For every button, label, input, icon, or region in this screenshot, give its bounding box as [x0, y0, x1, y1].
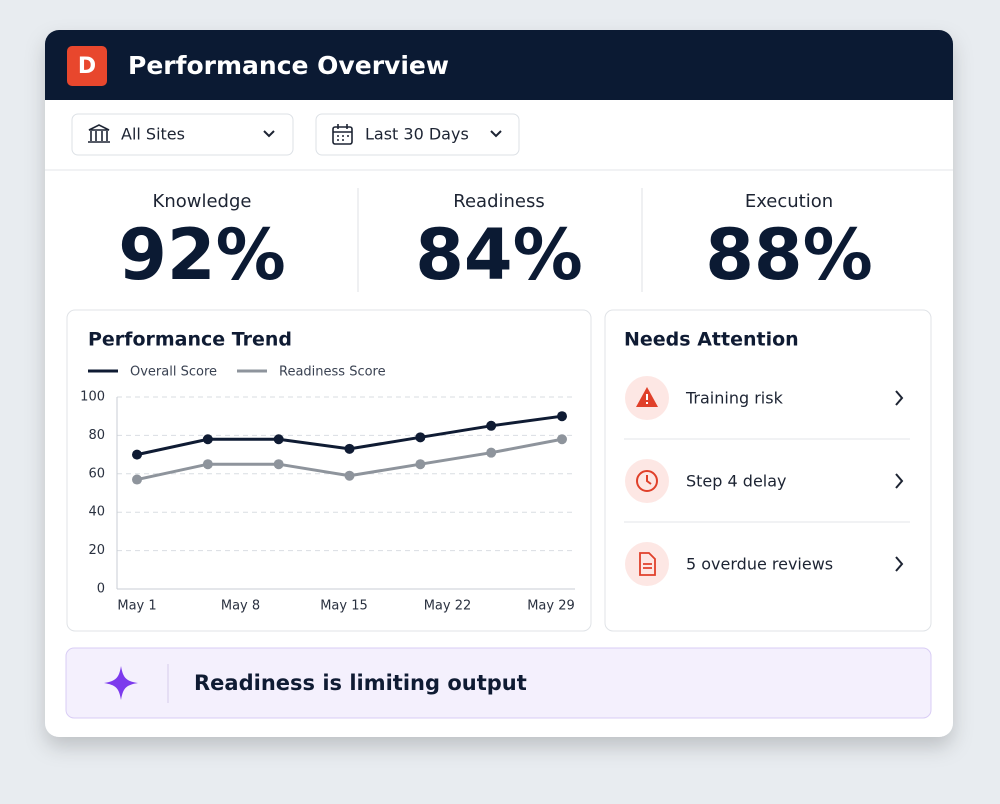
filter-label: Last 30 Days [365, 125, 469, 144]
x-tick-label: May 22 [424, 599, 472, 614]
attention-label: 5 overdue reviews [686, 555, 833, 574]
x-tick-label: May 8 [221, 599, 260, 614]
chevron [263, 130, 275, 138]
chevron [895, 390, 904, 406]
y-tick-label: 0 [97, 582, 105, 597]
kpi-label: Knowledge [153, 191, 252, 212]
kpi-value: 88% [705, 214, 873, 296]
data-point [557, 434, 567, 445]
attention-label: Training risk [685, 389, 784, 408]
x-tick-label: May 15 [320, 599, 368, 614]
data-point [415, 432, 426, 443]
attention-panel [604, 309, 932, 632]
y-tick-label: 20 [88, 543, 105, 558]
data-point [486, 420, 497, 431]
data-point [415, 459, 426, 470]
site-filter[interactable] [71, 113, 294, 156]
sparkle-icon [104, 666, 138, 700]
insight-text: Readiness is limiting output [194, 671, 527, 695]
clock-icon [636, 470, 658, 492]
chevron [490, 130, 502, 138]
data-point [557, 411, 567, 422]
x-tick-label: May 1 [117, 599, 156, 614]
data-point [486, 447, 497, 458]
data-point [273, 434, 284, 445]
y-tick-label: 100 [80, 390, 105, 405]
legend-label: Overall Score [130, 365, 217, 380]
legend-label: Readiness Score [279, 365, 386, 380]
header-bar [45, 30, 953, 100]
attention-label: Step 4 delay [686, 472, 787, 491]
y-tick-label: 60 [88, 466, 105, 481]
attention-title: Needs Attention [624, 329, 799, 351]
filter-label: All Sites [121, 125, 185, 144]
data-point [202, 459, 213, 470]
kpi-value: 84% [415, 214, 583, 296]
clock-hands [646, 475, 652, 485]
y-tick-label: 80 [88, 428, 105, 443]
logo [67, 46, 107, 86]
date-filter[interactable] [315, 113, 520, 156]
data-point [273, 459, 284, 470]
page-title: Performance Overview [128, 51, 449, 80]
data-point [344, 470, 355, 481]
data-point [202, 434, 213, 445]
insight-banner [65, 647, 932, 719]
data-point [344, 443, 355, 454]
x-tick-label: May 29 [527, 599, 575, 614]
document-icon [639, 552, 656, 576]
calendar-icon [332, 124, 353, 145]
data-point [132, 449, 142, 460]
logo-text: D [78, 54, 96, 79]
site-icon [88, 124, 110, 143]
kpi-label: Readiness [453, 191, 544, 212]
chart-panel [66, 309, 592, 632]
kpi-label: Execution [745, 191, 833, 212]
y-tick-label: 40 [88, 505, 105, 520]
chevron [895, 556, 904, 572]
kpi-value: 92% [118, 214, 286, 296]
data-point [132, 474, 142, 485]
chart-title: Performance Trend [88, 329, 292, 351]
chevron [895, 473, 904, 489]
